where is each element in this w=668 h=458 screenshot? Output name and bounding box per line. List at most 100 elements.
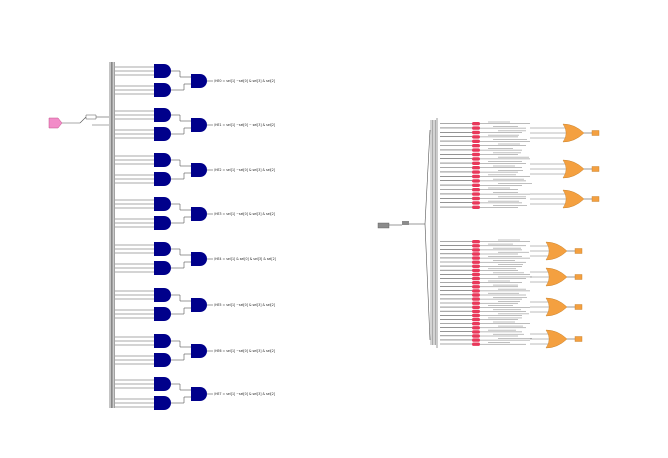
- signal-annotation: [493, 126, 518, 127]
- final-and-gate: [191, 118, 207, 132]
- signal-annotation: [498, 288, 526, 290]
- red-logic-element: [472, 205, 480, 209]
- right-schematic: [377, 118, 600, 349]
- signal-annotation: [493, 284, 518, 286]
- signal-annotation: [498, 301, 520, 302]
- signal-annotation: [493, 333, 524, 335]
- red-logic-element: [472, 196, 480, 201]
- and-gate: [154, 377, 171, 391]
- signal-annotation: [488, 187, 510, 189]
- signal-annotation: [488, 342, 510, 343]
- red-logic-element: [472, 264, 480, 268]
- or-gate: [545, 297, 568, 317]
- signal-annotation: [493, 139, 527, 140]
- red-logic-element: [472, 183, 480, 187]
- signal-annotation: [493, 297, 527, 298]
- red-logic-element: [472, 144, 480, 148]
- wire: [424, 223, 431, 341]
- signal-annotation: [488, 121, 510, 123]
- or-gate: [562, 123, 585, 143]
- signal-annotation: [493, 321, 515, 323]
- output-port-icon: [574, 274, 583, 280]
- red-logic-element: [472, 281, 480, 285]
- signal-annotation: [488, 243, 513, 245]
- red-logic-element: [472, 240, 480, 244]
- red-logic-element: [472, 179, 480, 183]
- and-gate: [154, 64, 171, 78]
- signal-annotation: [498, 325, 523, 327]
- red-logic-element: [472, 170, 480, 174]
- red-logic-element: [472, 305, 480, 309]
- signal-annotation: [493, 205, 527, 206]
- and-gate: [154, 172, 171, 186]
- signal-annotation: [488, 292, 519, 294]
- signal-annotation: [498, 264, 523, 265]
- signal-annotation: [498, 239, 520, 241]
- or-gate: [545, 267, 568, 287]
- signal-annotation: [488, 174, 516, 176]
- and-gate: [154, 334, 171, 348]
- final-and-gate: [191, 387, 207, 401]
- red-logic-element: [472, 139, 480, 143]
- output-label: \HE1 = sel[1] ~sel[0] ~ sel[3] & sel[2]: [214, 123, 275, 127]
- output-port-icon: [591, 196, 600, 202]
- final-and-gate: [191, 298, 207, 312]
- or-gate: [562, 189, 585, 209]
- signal-annotation: [488, 200, 519, 202]
- left-schematic: \HE0 = sel[1] ~sel[0] & sel[3] & sel[2] \…: [48, 62, 276, 410]
- output-label: \HE3 = sel[1] ~sel[0] & sel[3] & sel[2]: [214, 212, 275, 216]
- signal-annotation: [488, 256, 522, 257]
- signal-annotation: [498, 156, 529, 158]
- red-logic-element: [472, 188, 480, 192]
- final-and-gate: [191, 207, 207, 221]
- red-logic-element: [472, 330, 480, 334]
- red-logic-element: [472, 166, 480, 170]
- gray-input-block-icon: [377, 222, 390, 229]
- output-label: \HE0 = sel[1] ~sel[0] & sel[3] & sel[2]: [214, 79, 275, 83]
- signal-annotation: [498, 196, 526, 198]
- and-gate: [154, 396, 171, 410]
- red-logic-element: [472, 174, 480, 179]
- or-gate: [562, 159, 585, 179]
- signal-annotation: [488, 161, 522, 162]
- red-logic-element: [472, 272, 480, 277]
- red-logic-element: [472, 148, 480, 152]
- signal-annotation: [498, 313, 529, 315]
- signal-annotation: [498, 170, 523, 171]
- red-logic-element: [472, 301, 480, 305]
- or-gate: [545, 329, 568, 349]
- red-logic-element: [472, 248, 480, 252]
- red-logic-element: [472, 289, 480, 293]
- red-logic-element: [472, 152, 480, 157]
- red-logic-element: [472, 297, 480, 301]
- output-label: \HE7 = sel[1] ~sel[0] & sel[3] & sel[2]: [214, 392, 275, 396]
- gray-buffer-icon: [402, 221, 409, 225]
- red-logic-element: [472, 256, 480, 260]
- final-and-gate: [191, 74, 207, 88]
- and-gate: [154, 307, 171, 321]
- red-logic-element: [472, 285, 480, 289]
- red-logic-element: [472, 126, 480, 130]
- signal-annotation: [498, 130, 526, 132]
- signal-annotation: [488, 280, 510, 282]
- input-port-icon: [48, 117, 63, 129]
- red-logic-element: [472, 252, 480, 256]
- red-logic-element: [472, 322, 480, 326]
- final-and-gate: [191, 252, 207, 266]
- and-gate: [154, 261, 171, 275]
- and-gate: [154, 108, 171, 122]
- red-logic-element: [472, 244, 480, 248]
- wire: [424, 129, 431, 225]
- red-logic-element: [472, 293, 480, 297]
- signal-annotation: [498, 183, 532, 184]
- red-logic-element: [472, 342, 480, 346]
- output-label: \HE5 = sel[1] ~sel[0] & sel[3] & sel[2]: [214, 303, 275, 307]
- red-logic-element: [472, 317, 480, 322]
- signal-annotation: [493, 152, 521, 154]
- final-and-gate: [191, 163, 207, 177]
- final-and-gate: [191, 344, 207, 358]
- signal-annotation: [488, 317, 522, 319]
- wire: [79, 116, 87, 124]
- red-logic-element: [472, 260, 480, 264]
